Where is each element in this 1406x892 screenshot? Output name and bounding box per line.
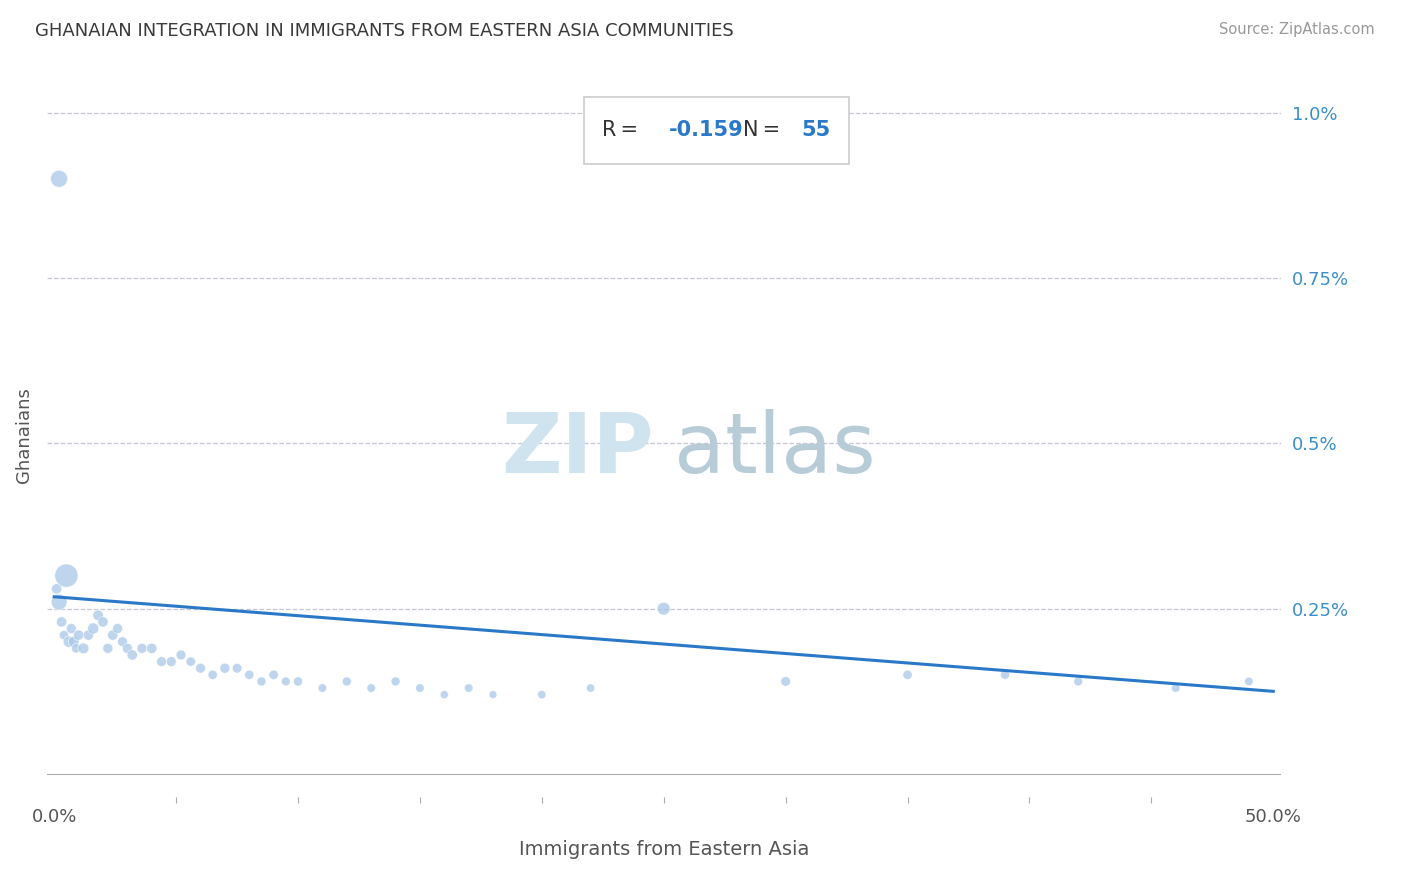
Point: [67, 628, 90, 642]
Point: [111, 634, 134, 648]
Point: [141, 641, 163, 656]
Point: [482, 688, 505, 702]
Point: [725, 430, 748, 444]
Point: [1237, 674, 1260, 689]
Point: [160, 655, 183, 669]
Point: [97, 641, 120, 656]
X-axis label: Immigrants from Eastern Asia: Immigrants from Eastern Asia: [519, 840, 808, 859]
Point: [226, 661, 249, 675]
Point: [274, 674, 297, 689]
Point: [65, 641, 87, 656]
Point: [433, 688, 456, 702]
Point: [107, 622, 129, 636]
Point: [1164, 681, 1187, 695]
Point: [77, 628, 100, 642]
Point: [72, 641, 94, 656]
Point: [170, 648, 193, 662]
Point: [121, 648, 143, 662]
Point: [250, 674, 273, 689]
Point: [652, 601, 675, 615]
Point: [201, 668, 224, 682]
Point: [60, 622, 83, 636]
Point: [336, 674, 359, 689]
Point: [82, 622, 104, 636]
Point: [287, 674, 309, 689]
Point: [190, 661, 212, 675]
Text: atlas: atlas: [673, 409, 876, 490]
Point: [48, 595, 70, 609]
Point: [238, 668, 260, 682]
Point: [579, 681, 602, 695]
Point: [214, 661, 236, 675]
Point: [530, 688, 553, 702]
Text: ZIP: ZIP: [502, 409, 654, 490]
Point: [775, 674, 797, 689]
Point: [409, 681, 432, 695]
Point: [311, 681, 333, 695]
Point: [101, 628, 124, 642]
Point: [360, 681, 382, 695]
Point: [58, 634, 80, 648]
Point: [62, 634, 84, 648]
Point: [263, 668, 285, 682]
Point: [131, 641, 153, 656]
Point: [994, 668, 1017, 682]
Point: [457, 681, 479, 695]
Text: GHANAIAN INTEGRATION IN IMMIGRANTS FROM EASTERN ASIA COMMUNITIES: GHANAIAN INTEGRATION IN IMMIGRANTS FROM …: [35, 22, 734, 40]
Point: [55, 568, 77, 582]
Point: [117, 641, 139, 656]
Point: [51, 615, 73, 629]
Point: [91, 615, 114, 629]
Y-axis label: Ghanaians: Ghanaians: [15, 387, 32, 483]
Point: [896, 668, 918, 682]
Point: [45, 582, 67, 596]
Point: [87, 608, 110, 623]
Point: [180, 655, 202, 669]
Point: [150, 655, 173, 669]
Point: [52, 628, 75, 642]
Point: [384, 674, 406, 689]
Text: Source: ZipAtlas.com: Source: ZipAtlas.com: [1219, 22, 1375, 37]
Point: [48, 171, 70, 186]
Point: [1067, 674, 1090, 689]
